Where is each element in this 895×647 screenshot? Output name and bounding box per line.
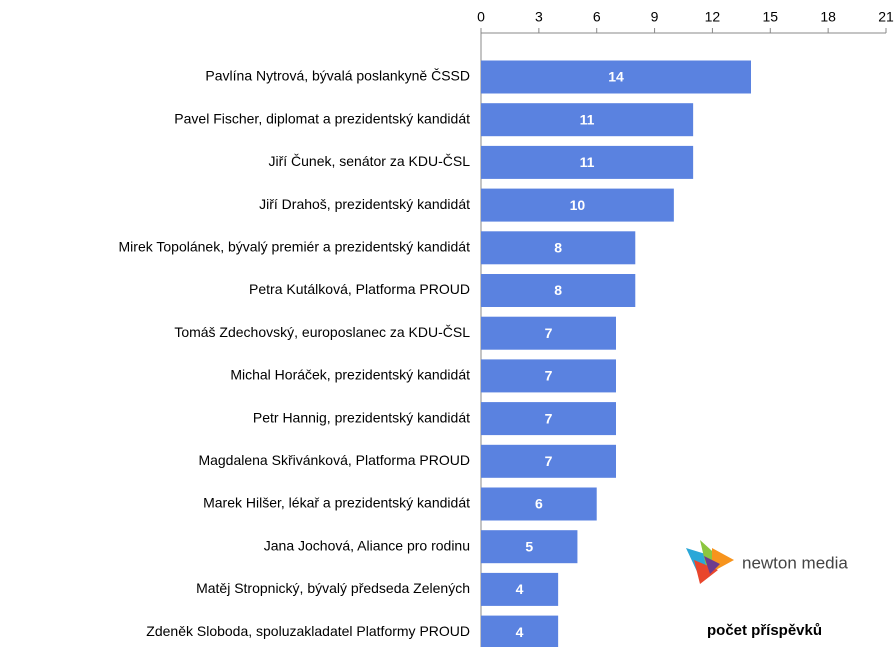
bar	[481, 444, 616, 478]
bar	[481, 359, 616, 393]
bar	[481, 572, 559, 606]
y-tick-label: Jiří Čunek, senátor za KDU-ČSL	[268, 153, 470, 169]
bar	[481, 145, 694, 179]
x-tick-label: 21	[878, 9, 894, 25]
value-label: 7	[545, 453, 553, 469]
bar	[481, 103, 694, 137]
y-tick-label: Matěj Stropnický, bývalý předseda Zelený…	[196, 580, 470, 596]
bar	[481, 60, 751, 94]
y-tick-label: Marek Hilšer, lékař a prezidentský kandi…	[203, 495, 470, 511]
y-tick-label: Zdeněk Sloboda, spoluzakladatel Platform…	[146, 623, 470, 639]
value-label: 4	[516, 581, 524, 597]
bar	[481, 274, 636, 307]
logo	[686, 540, 734, 584]
y-tick-label: Petr Hannig, prezidentský kandidát	[253, 409, 470, 425]
value-label: 10	[570, 197, 586, 213]
value-label: 8	[554, 282, 562, 298]
x-tick-label: 6	[593, 9, 601, 25]
y-tick-label: Petra Kutálková, Platforma PROUD	[249, 281, 470, 297]
x-tick-label: 0	[477, 9, 485, 25]
y-tick-label: Pavlína Nytrová, bývalá poslankyně ČSSD	[205, 68, 470, 84]
value-label: 7	[545, 410, 553, 426]
y-tick-label: Jiří Drahoš, prezidentský kandidát	[259, 196, 470, 212]
bar	[481, 231, 636, 265]
watermark: newton media	[742, 553, 848, 572]
x-axis-label: počet příspěvků	[707, 622, 822, 639]
value-label: 11	[580, 111, 595, 127]
value-label: 11	[580, 154, 595, 170]
value-label: 7	[545, 368, 553, 384]
value-label: 6	[535, 496, 543, 512]
bar	[481, 402, 616, 436]
y-tick-label: Pavel Fischer, diplomat a prezidentský k…	[174, 110, 470, 126]
x-tick-label: 9	[651, 9, 659, 25]
value-label: 8	[554, 240, 562, 256]
x-tick-label: 12	[705, 9, 721, 25]
y-tick-label: Tomáš Zdechovský, europoslanec za KDU-ČS…	[174, 324, 470, 340]
y-tick-label: Michal Horáček, prezidentský kandidát	[230, 367, 470, 383]
value-label: 5	[525, 538, 533, 554]
bar	[481, 487, 597, 521]
bar	[481, 615, 559, 647]
y-tick-label: Jana Jochová, Aliance pro rodinu	[264, 537, 470, 553]
value-label: 4	[516, 624, 524, 640]
x-tick-label: 15	[762, 9, 778, 25]
bar	[481, 316, 616, 350]
value-label: 14	[608, 69, 624, 85]
bar	[481, 530, 578, 564]
value-label: 7	[545, 325, 553, 341]
y-tick-label: Mirek Topolánek, bývalý premiér a prezid…	[119, 239, 471, 255]
x-tick-label: 18	[820, 9, 836, 25]
y-tick-label: Magdalena Skřivánková, Platforma PROUD	[198, 452, 470, 468]
x-tick-label: 3	[535, 9, 543, 25]
bar	[481, 188, 674, 222]
